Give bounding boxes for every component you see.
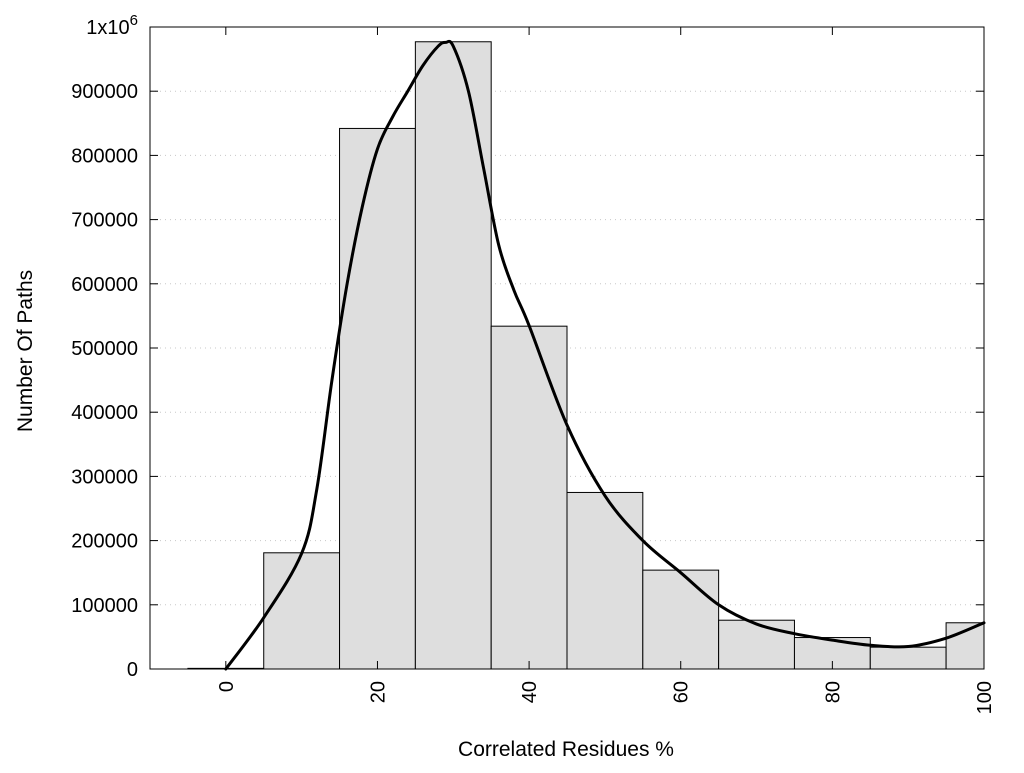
density-curve-group (224, 39, 986, 671)
histogram-bar (263, 552, 341, 670)
x-axis-title: Correlated Residues % (458, 738, 674, 761)
y-tick-label: 800000 (71, 145, 138, 167)
y-tick-label: 100000 (71, 595, 138, 617)
x-tick-label: 60 (671, 681, 693, 703)
density-curve (224, 39, 986, 671)
x-tick-label: 0 (216, 681, 238, 692)
axis-ticks (150, 26, 985, 670)
histogram-bar (718, 619, 795, 670)
y-tick-labels: 0 100000 200000 300000 400000 500000 600000 700… (71, 12, 138, 681)
grid-lines (150, 90, 984, 606)
x-tick-label: 80 (822, 681, 844, 703)
histogram-bar (869, 646, 947, 670)
x-tick-label: 20 (367, 681, 389, 703)
y-tick-label: 400000 (71, 402, 138, 424)
x-tick-label: 40 (519, 681, 541, 703)
y-tick-label: 900000 (71, 81, 138, 103)
histogram-bar (339, 127, 416, 670)
histogram-bar (642, 569, 720, 670)
x-tick-labels: 0 20 40 60 80 100 (216, 681, 996, 714)
y-tick-label: 1x106 (86, 12, 138, 39)
histogram-bar (566, 491, 644, 670)
y-tick-label: 200000 (71, 531, 138, 553)
histogram-bar (490, 325, 568, 670)
y-axis-title: Number Of Paths (14, 270, 37, 432)
y-tick-label: 500000 (71, 338, 138, 360)
x-tick-label: 100 (974, 681, 996, 714)
y-tick-label: 300000 (71, 466, 138, 488)
y-tick-label: 700000 (71, 210, 138, 232)
histogram-bars (187, 41, 985, 670)
histogram-bar (414, 41, 492, 670)
y-tick-label: 600000 (71, 274, 138, 296)
y-tick-label: 0 (127, 659, 138, 681)
